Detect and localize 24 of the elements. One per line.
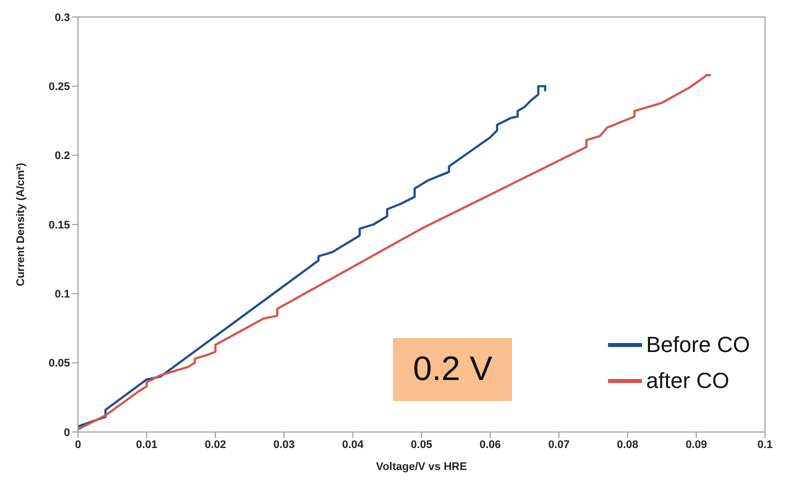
x-tick-label: 0.03 xyxy=(273,438,295,451)
y-tick-label: 0.2 xyxy=(54,150,70,162)
legend-label: after CO xyxy=(646,368,730,394)
x-tick-label: 0.1 xyxy=(757,438,773,451)
x-tick-label: 0.01 xyxy=(136,438,158,451)
y-tick-label: 0.1 xyxy=(54,288,70,301)
y-tick-label: 0.3 xyxy=(54,12,70,24)
y-tick-label: 0.05 xyxy=(48,358,70,370)
x-tick-label: 0.06 xyxy=(479,438,501,451)
x-tick-label: 0.05 xyxy=(410,438,432,451)
y-tick-label: 0.15 xyxy=(48,219,70,232)
x-tick-label: 0.08 xyxy=(616,438,638,451)
legend-label: Before CO xyxy=(646,332,750,358)
x-axis-title: Voltage/V vs HRE xyxy=(376,461,467,473)
x-tick-label: 0.07 xyxy=(548,438,570,451)
x-tick-label: 0 xyxy=(74,438,82,451)
x-tick-label: 0.04 xyxy=(342,438,364,451)
y-axis-title: Current Density (A/cm²) xyxy=(14,162,27,286)
line-series xyxy=(78,85,546,428)
y-tick-label: 0.25 xyxy=(48,81,70,94)
x-tick-label: 0.09 xyxy=(686,438,708,451)
y-tick-label: 0 xyxy=(64,426,70,439)
x-tick-label: 0.02 xyxy=(204,438,226,451)
annotation: 0.2 V xyxy=(393,338,512,401)
